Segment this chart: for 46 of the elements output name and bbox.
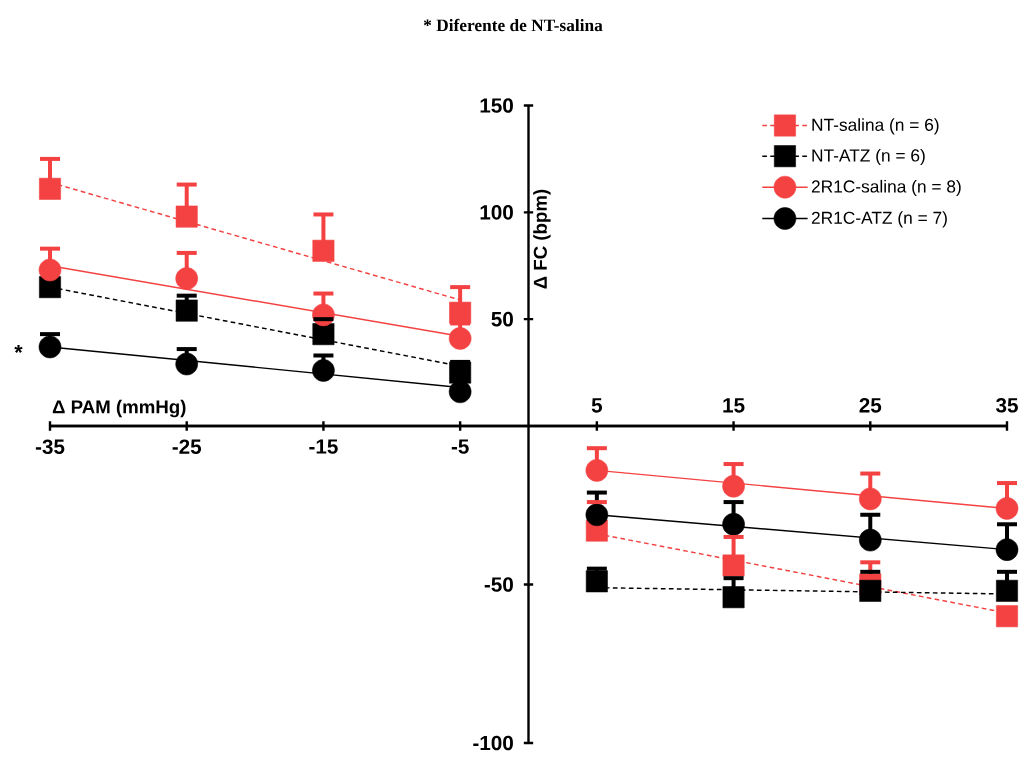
point	[722, 554, 745, 577]
chart-title: * Diferente de NT-salina	[423, 18, 603, 32]
point	[859, 487, 882, 511]
point	[175, 299, 198, 322]
point	[38, 258, 62, 282]
x-tick-label: 35	[995, 397, 1018, 413]
point	[722, 513, 745, 536]
point	[859, 528, 882, 552]
x-tick-label: 5	[591, 398, 603, 413]
point	[39, 177, 61, 200]
y-tick-label: -50	[484, 577, 513, 592]
legend-label: NT-salina (n = 6)	[812, 118, 939, 135]
point	[859, 579, 882, 602]
point	[449, 301, 472, 324]
x-tick-label: 15	[723, 398, 745, 413]
point	[312, 323, 335, 346]
y-axis-title: Δ FC (bpm)	[533, 189, 551, 289]
legend-label: NT-ATZ (n = 6)	[812, 148, 925, 166]
x-tick-label: -25	[172, 439, 202, 455]
point	[312, 359, 335, 382]
point	[996, 579, 1018, 602]
point	[175, 352, 198, 376]
legend-label: 2R1C-salina (n = 8)	[811, 179, 961, 197]
point	[585, 503, 609, 527]
point	[722, 474, 745, 498]
x-tick-label: -35	[35, 439, 65, 455]
point	[175, 205, 198, 228]
y-tick-label: 50	[491, 311, 513, 327]
x-tick-label: -15	[309, 439, 338, 454]
point	[175, 267, 198, 290]
point	[448, 327, 472, 350]
point	[585, 459, 609, 482]
point	[312, 239, 335, 262]
point	[448, 380, 472, 404]
point	[722, 586, 745, 609]
x-tick-label: -5	[451, 439, 469, 454]
point	[38, 335, 62, 359]
y-tick-label: -100	[473, 735, 513, 751]
y-tick-label: 100	[480, 205, 513, 220]
y-tick-label: 150	[480, 98, 513, 113]
annotation: *	[14, 344, 23, 353]
legend-label: 2R1C-ATZ (n = 7)	[811, 211, 947, 228]
x-axis-title: Δ PAM (mmHg)	[52, 399, 186, 418]
point	[996, 605, 1018, 628]
point	[585, 570, 608, 593]
x-tick-label: 25	[859, 397, 882, 413]
